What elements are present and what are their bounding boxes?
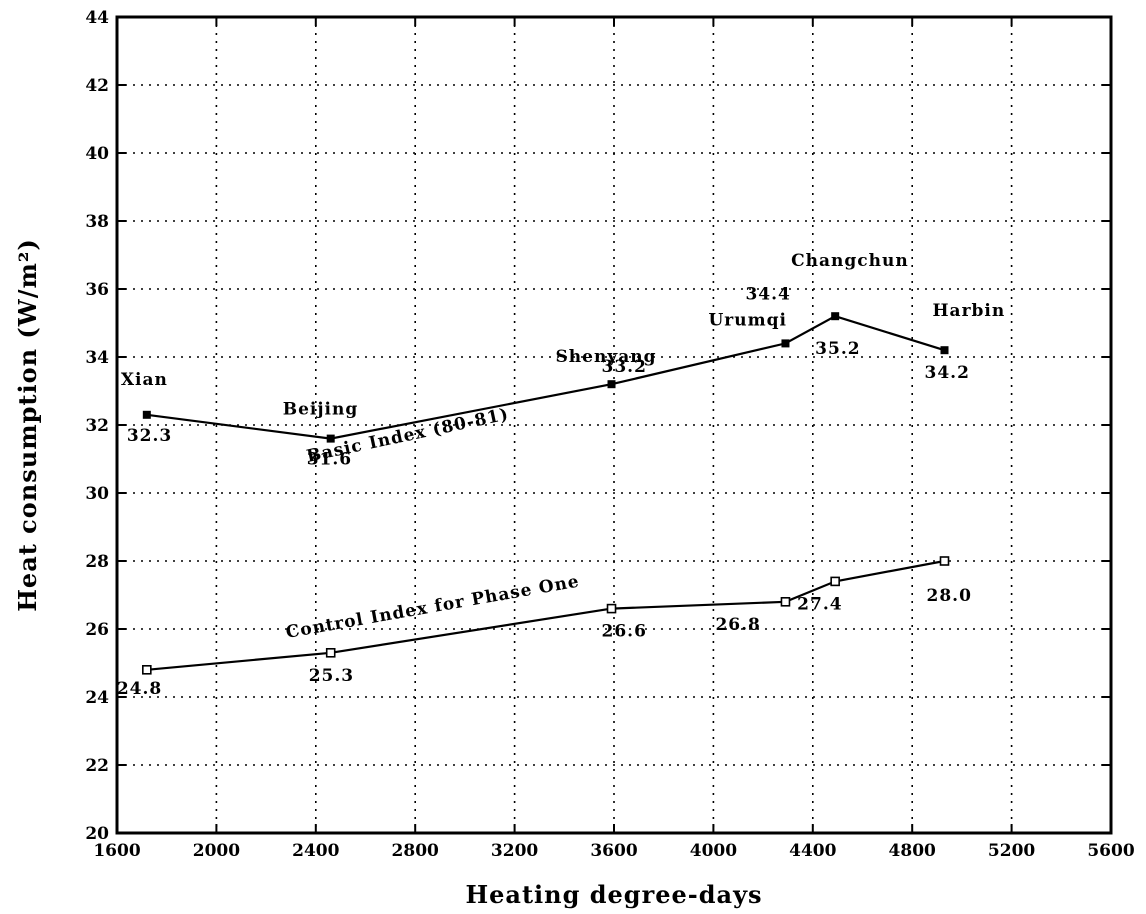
data-label: 34.2 xyxy=(925,363,970,383)
y-tick-label: 42 xyxy=(85,76,109,96)
data-point xyxy=(831,312,840,321)
tick-labels: 1600 2000 2400 2800 3200 3600 4000 4400 4800 5200… xyxy=(85,8,1134,861)
x-axis-title: Heating degree-days xyxy=(465,880,762,909)
data-label: 31.6 xyxy=(307,450,352,470)
data-label: 33.2 xyxy=(602,357,647,377)
data-point xyxy=(142,664,152,675)
data-point xyxy=(781,339,790,348)
x-tick-label: 2400 xyxy=(292,841,339,861)
data-point xyxy=(606,603,617,614)
x-tick-label: 5200 xyxy=(988,841,1035,861)
data-label: 26.6 xyxy=(602,622,647,642)
x-tick-label: 2000 xyxy=(193,841,240,861)
y-tick-label: 40 xyxy=(85,144,109,164)
x-tick-label: 3600 xyxy=(590,841,637,861)
series-line xyxy=(146,559,945,671)
data-point xyxy=(830,576,840,587)
data-point xyxy=(142,410,151,419)
city-label: Harbin xyxy=(933,301,1006,321)
x-tick-label: 1600 xyxy=(93,841,140,861)
data-label: 32.3 xyxy=(127,426,172,446)
y-tick-label: 24 xyxy=(85,688,109,708)
city-label: Urumqi xyxy=(708,310,786,330)
data-point xyxy=(780,596,791,607)
series-line xyxy=(146,315,945,440)
data-point xyxy=(940,346,949,355)
y-tick-label: 20 xyxy=(85,824,109,844)
y-tick-label: 26 xyxy=(85,620,109,640)
y-axis-title: Heat consumption (W/m²) xyxy=(13,238,42,612)
series-label: Control Index for Phase One xyxy=(284,572,581,643)
y-tick-label: 38 xyxy=(85,212,109,232)
data-point xyxy=(325,647,336,658)
x-tick-label: 3200 xyxy=(491,841,538,861)
x-tick-label: 5600 xyxy=(1087,841,1134,861)
x-tick-label: 2800 xyxy=(392,841,439,861)
x-tick-label: 4800 xyxy=(889,841,936,861)
data-label: 26.8 xyxy=(715,615,760,635)
y-tick-label: 44 xyxy=(85,8,109,28)
data-point xyxy=(939,556,950,566)
y-tick-label: 36 xyxy=(85,280,109,300)
axis-ticks xyxy=(116,16,1112,834)
grid xyxy=(117,17,1111,833)
data-label: 24.8 xyxy=(117,679,162,699)
x-tick-label: 4000 xyxy=(690,841,737,861)
data-point xyxy=(326,434,335,443)
data-label: 27.4 xyxy=(797,594,842,614)
city-label: Changchun xyxy=(791,251,909,271)
y-tick-label: 34 xyxy=(85,348,109,368)
series xyxy=(142,312,950,675)
city-label: Xian xyxy=(121,370,168,390)
data-label: 34.4 xyxy=(745,284,790,304)
city-label: Beijing xyxy=(283,400,359,420)
city-label: Shenyang xyxy=(556,347,657,367)
data-label: 25.3 xyxy=(309,666,354,686)
data-point xyxy=(607,380,616,389)
data-label: 35.2 xyxy=(815,339,860,359)
data-label: 28.0 xyxy=(927,586,972,606)
y-tick-label: 30 xyxy=(85,484,109,504)
y-tick-label: 22 xyxy=(85,756,109,776)
x-tick-label: 4400 xyxy=(789,841,836,861)
y-tick-label: 32 xyxy=(85,416,109,436)
y-tick-label: 28 xyxy=(85,552,109,572)
